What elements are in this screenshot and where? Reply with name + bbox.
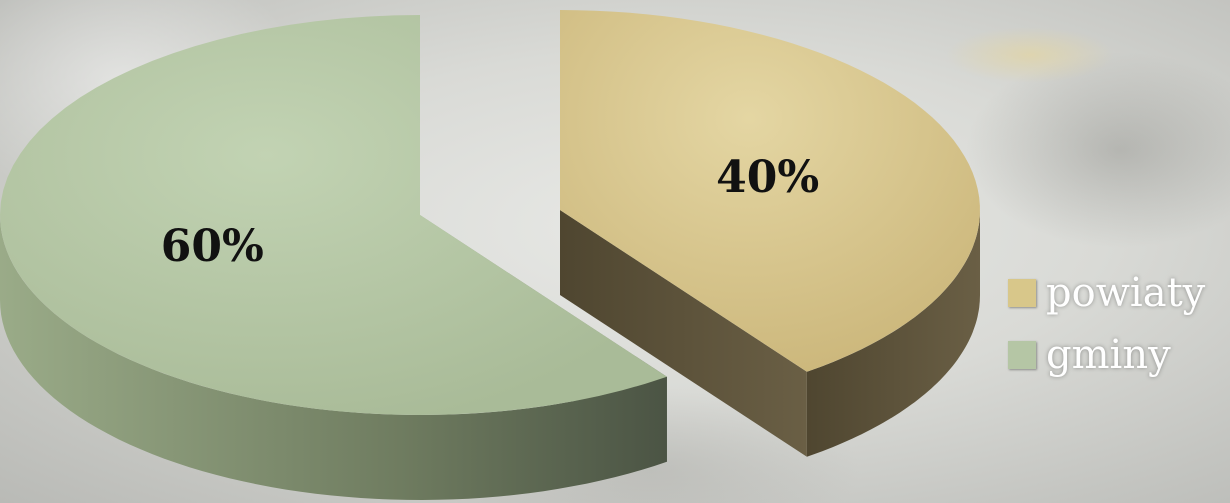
pie-slice-powiaty [560, 10, 980, 457]
chart-legend: powiaty gminy [1008, 262, 1205, 386]
legend-item-powiaty: powiaty [1008, 262, 1205, 324]
legend-item-gminy: gminy [1008, 324, 1205, 386]
legend-label-powiaty: powiaty [1046, 270, 1206, 316]
legend-swatch-powiaty [1008, 279, 1036, 307]
legend-label-gminy: gminy [1046, 332, 1171, 378]
pie-slice-gminy [0, 15, 667, 500]
data-label-gminy: 60% [161, 221, 264, 272]
legend-swatch-gminy [1008, 341, 1036, 369]
data-label-powiaty: 40% [716, 152, 819, 203]
